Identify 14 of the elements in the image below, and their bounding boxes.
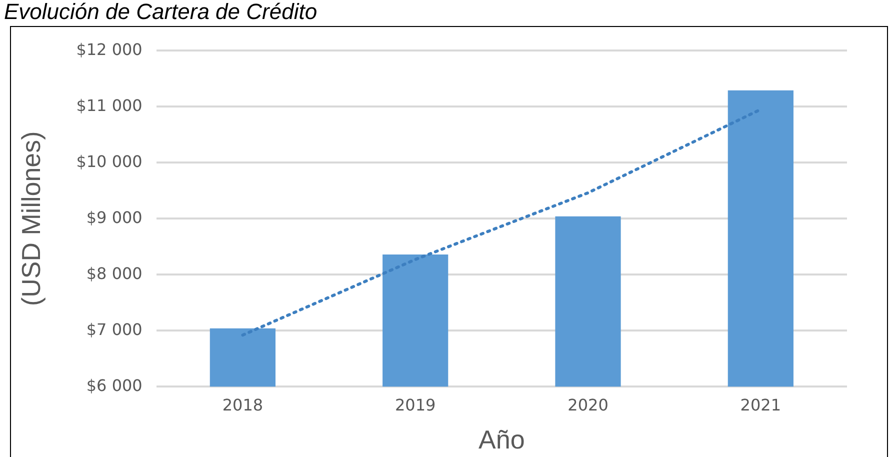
x-tick-label: 2018	[222, 395, 264, 414]
y-tick-label: $10 000	[76, 152, 142, 171]
chart-title: Evolución de Cartera de Crédito	[4, 0, 318, 24]
y-axis-title: (USD Millones)	[16, 131, 46, 306]
y-tick-label: $8 000	[86, 264, 142, 283]
x-tick-label: 2019	[394, 395, 436, 414]
x-axis-title: Año	[478, 424, 525, 455]
y-tick-label: $9 000	[86, 208, 142, 227]
y-tick-label: $7 000	[86, 320, 142, 339]
x-tick-label: 2020	[568, 395, 608, 414]
y-tick-label: $6 000	[86, 376, 142, 395]
y-tick-label: $11 000	[76, 96, 142, 115]
y-tick-label: $12 000	[76, 40, 142, 59]
x-tick-label: 2021	[740, 395, 782, 414]
